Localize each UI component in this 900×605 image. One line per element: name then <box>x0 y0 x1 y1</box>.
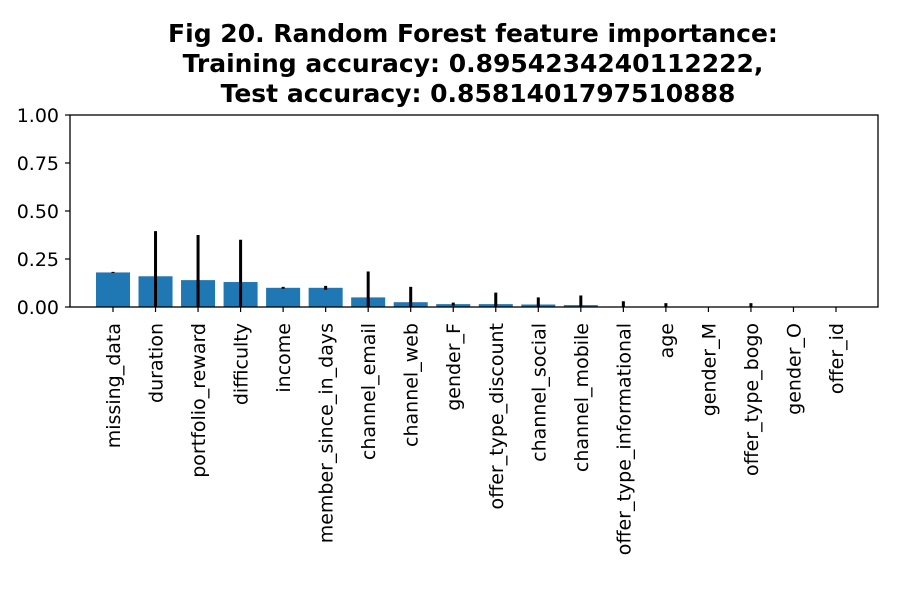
x-tick-label-portfolio_reward: portfolio_reward <box>188 323 210 478</box>
x-tick-label-offer_id: offer_id <box>826 323 848 394</box>
x-tick-label-channel_email: channel_email <box>358 323 380 460</box>
y-tick-label-1.00: 1.00 <box>17 105 59 127</box>
x-tick-label-missing_data: missing_data <box>103 323 125 448</box>
x-tick-label-member_since_in_days: member_since_in_days <box>316 323 338 543</box>
chart-title-line-3: Test accuracy: 0.8581401797510888 <box>221 79 736 108</box>
chart-title-line-1: Fig 20. Random Forest feature importance… <box>168 19 778 48</box>
y-tick-label-0.25: 0.25 <box>17 249 59 271</box>
bar-member_since_in_days <box>308 287 343 307</box>
x-tick-label-income: income <box>273 323 295 393</box>
x-tick-label-channel_mobile: channel_mobile <box>571 323 593 472</box>
x-tick-label-channel_web: channel_web <box>401 323 423 447</box>
bar-missing_data <box>95 272 131 307</box>
y-axis: 0.00 0.25 0.50 0.75 1.00 <box>17 105 70 319</box>
y-tick-label-0.00: 0.00 <box>17 297 59 319</box>
chart-title-line-2: Training accuracy: 0.8954234240112222, <box>183 49 764 78</box>
x-tick-label-duration: duration <box>146 323 168 403</box>
x-tick-label-channel_social: channel_social <box>528 323 550 462</box>
x-tick-label-gender_O: gender_O <box>783 323 805 415</box>
x-tick-label-difficulty: difficulty <box>231 323 253 405</box>
x-tick-label-age: age <box>656 323 678 358</box>
y-tick-label-0.75: 0.75 <box>17 153 59 175</box>
y-tick-label-0.50: 0.50 <box>17 201 59 223</box>
chart-title: Fig 20. Random Forest feature importance… <box>168 19 778 108</box>
x-tick-label-offer_type_informational: offer_type_informational <box>613 323 635 555</box>
x-tick-label-gender_F: gender_F <box>443 323 465 411</box>
error-bars-layer <box>111 231 838 307</box>
x-tick-label-offer_type_bogo: offer_type_bogo <box>741 323 763 476</box>
x-tick-label-offer_type_discount: offer_type_discount <box>486 323 508 510</box>
bar-income <box>266 287 301 307</box>
x-axis: missing_data duration portfolio_reward diff… <box>103 307 848 555</box>
plot-frame <box>69 114 879 308</box>
x-tick-label-gender_M: gender_M <box>698 323 720 416</box>
bars-layer <box>95 272 598 307</box>
